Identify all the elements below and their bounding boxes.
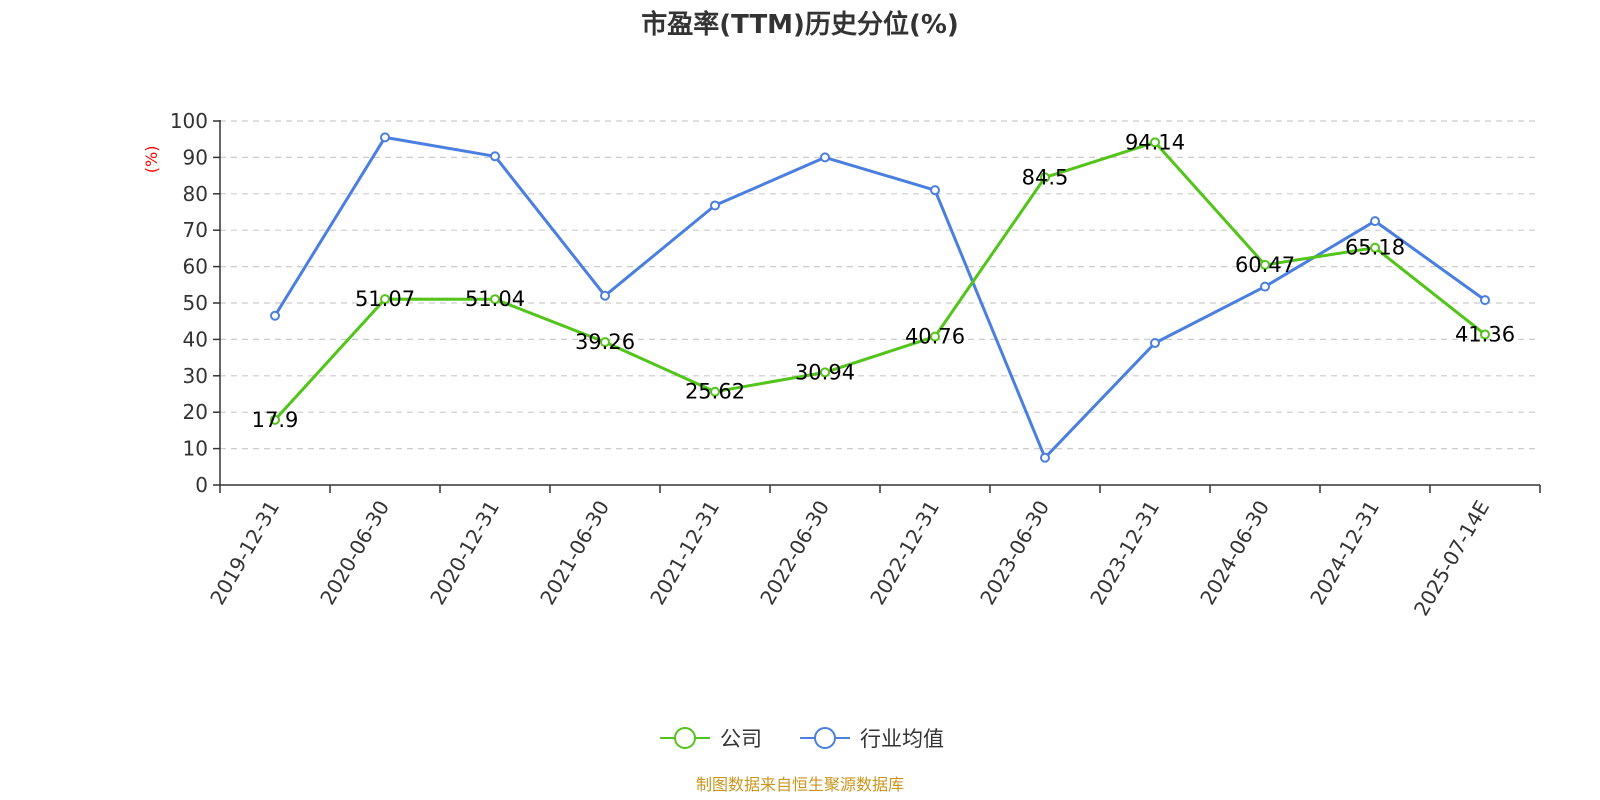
- data-label: 84.5: [1022, 165, 1069, 189]
- data-point[interactable]: [930, 331, 940, 342]
- y-tick-label: 10: [183, 437, 208, 461]
- data-point[interactable]: [490, 294, 500, 305]
- data-point[interactable]: [1370, 242, 1380, 253]
- data-point[interactable]: [270, 414, 280, 425]
- x-tick-label: 2023-06-30: [975, 496, 1054, 609]
- data-label: 60.47: [1235, 253, 1295, 277]
- series-layer: [270, 132, 1490, 463]
- y-tick-label: 70: [183, 218, 208, 242]
- data-point[interactable]: [820, 367, 830, 378]
- data-point[interactable]: [1040, 172, 1050, 183]
- data-point[interactable]: [270, 310, 280, 321]
- data-point[interactable]: [600, 337, 610, 348]
- x-tick-label: 2022-12-31: [865, 496, 944, 609]
- y-tick-label: 20: [183, 400, 208, 424]
- data-point[interactable]: [1040, 452, 1050, 463]
- y-tick-label: 80: [183, 182, 208, 206]
- x-tick-label: 2019-12-31: [205, 496, 284, 609]
- y-tick-label: 90: [183, 145, 208, 169]
- legend[interactable]: 公司 行业均值: [660, 727, 944, 751]
- series-line-0: [273, 140, 1486, 421]
- legend-marker[interactable]: [674, 727, 696, 749]
- data-label: 40.76: [905, 325, 965, 349]
- y-tick-label: 40: [183, 327, 208, 351]
- x-tick-label: 2024-06-30: [1195, 496, 1274, 609]
- y-tick-label: 30: [183, 364, 208, 388]
- data-point[interactable]: [1260, 281, 1270, 292]
- series-line-1: [273, 135, 1486, 460]
- data-label: 17.9: [252, 408, 299, 432]
- x-tick-label: 2023-12-31: [1085, 496, 1164, 609]
- data-labels: 17.9 51.07 51.04 39.26 25.62 30.94 40.76 84.5 94…: [252, 130, 1515, 432]
- x-axis-ticks: 2019-12-31 2020-06-30 2020-12-31 2021-06-30…: [205, 485, 1541, 620]
- data-point[interactable]: [600, 290, 610, 301]
- y-tick-label: 0: [195, 473, 208, 497]
- data-point[interactable]: [820, 152, 830, 163]
- x-tick-label: 2024-12-31: [1305, 496, 1384, 609]
- data-point[interactable]: [380, 132, 390, 143]
- data-label: 51.07: [355, 287, 415, 311]
- x-tick-label: 2020-12-31: [425, 496, 504, 609]
- data-label: 51.04: [465, 287, 525, 311]
- legend-label[interactable]: 公司: [720, 727, 762, 751]
- chart-title: 市盈率(TTM)历史分位(%): [641, 9, 959, 40]
- legend-marker[interactable]: [814, 727, 836, 749]
- grid: [220, 120, 1540, 450]
- data-label: 41.36: [1455, 322, 1515, 346]
- y-axis-label: (%): [142, 146, 161, 174]
- legend-label[interactable]: 行业均值: [860, 727, 944, 751]
- data-point[interactable]: [710, 200, 720, 211]
- data-label: 25.62: [685, 380, 745, 404]
- source-note: 制图数据来自恒生聚源数据库: [696, 775, 904, 794]
- data-point[interactable]: [380, 294, 390, 305]
- data-point[interactable]: [1480, 295, 1490, 306]
- y-tick-label: 50: [183, 291, 208, 315]
- data-point[interactable]: [1150, 338, 1160, 349]
- data-point[interactable]: [1260, 259, 1270, 270]
- data-label: 65.18: [1345, 236, 1405, 260]
- data-point[interactable]: [1480, 329, 1490, 340]
- x-tick-label: 2020-06-30: [315, 496, 394, 609]
- data-point[interactable]: [710, 386, 720, 397]
- y-axis-ticks: 0 10 20 30 40 50 60 70 80 90 100: [170, 109, 220, 497]
- data-point[interactable]: [930, 185, 940, 196]
- x-tick-label: 2022-06-30: [755, 496, 834, 609]
- data-point[interactable]: [1370, 216, 1380, 227]
- data-point[interactable]: [490, 151, 500, 162]
- x-tick-label: 2021-12-31: [645, 496, 724, 609]
- x-tick-label: 2025-07-14E: [1409, 496, 1494, 620]
- data-label: 94.14: [1125, 130, 1185, 154]
- y-tick-label: 100: [170, 109, 208, 133]
- data-label: 30.94: [795, 360, 855, 384]
- x-tick-label: 2021-06-30: [535, 496, 614, 609]
- data-label: 39.26: [575, 330, 635, 354]
- data-point[interactable]: [1150, 137, 1160, 148]
- y-tick-label: 60: [183, 255, 208, 279]
